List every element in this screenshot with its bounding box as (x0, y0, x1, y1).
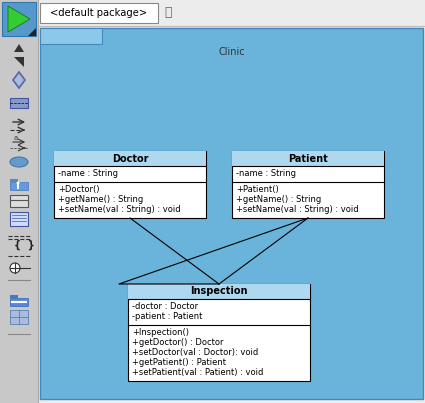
Polygon shape (8, 6, 30, 32)
Bar (54, 151, 206, 166)
Text: -doctor : Doctor: -doctor : Doctor (132, 302, 198, 311)
Polygon shape (14, 57, 24, 67)
Text: a: a (14, 135, 18, 141)
Text: Inspection: Inspection (190, 287, 248, 297)
Bar (10, 182, 28, 190)
Text: -name : String: -name : String (236, 169, 296, 178)
Text: ⌕: ⌕ (164, 6, 172, 19)
Bar (128, 284, 310, 299)
Bar (2, 2, 36, 36)
Circle shape (17, 181, 20, 185)
Text: +getName() : String: +getName() : String (58, 195, 143, 204)
Bar (232, 151, 384, 218)
Bar (128, 284, 310, 381)
Polygon shape (14, 44, 24, 52)
Bar (10, 195, 28, 207)
Text: +getName() : String: +getName() : String (236, 195, 321, 204)
Bar (54, 151, 206, 218)
Text: +setName(val : String) : void: +setName(val : String) : void (236, 205, 359, 214)
Bar (10, 212, 28, 226)
Bar (0, 0, 38, 403)
Text: Clinic: Clinic (218, 47, 245, 57)
Ellipse shape (10, 157, 28, 167)
Text: +getDoctor() : Doctor: +getDoctor() : Doctor (132, 338, 224, 347)
Text: {  }: { } (14, 240, 35, 250)
Text: +Patient(): +Patient() (236, 185, 279, 194)
Text: +setName(val : String) : void: +setName(val : String) : void (58, 205, 181, 214)
Text: +Doctor(): +Doctor() (58, 185, 99, 194)
Text: +setDoctor(val : Doctor): void: +setDoctor(val : Doctor): void (132, 348, 258, 357)
Bar (10, 295, 18, 298)
Polygon shape (28, 28, 36, 36)
Polygon shape (13, 72, 25, 88)
Text: -patient : Patient: -patient : Patient (132, 312, 202, 321)
Text: Doctor: Doctor (112, 154, 148, 164)
Bar (10, 298, 28, 306)
Text: Patient: Patient (288, 154, 328, 164)
Bar (10, 310, 28, 324)
Text: -name : String: -name : String (58, 169, 118, 178)
Bar (38, 0, 425, 26)
Bar (10, 179, 18, 182)
Bar (10, 98, 28, 108)
Bar (40, 28, 102, 44)
Bar (40, 3, 158, 23)
Bar (232, 151, 384, 166)
Text: +Inspection(): +Inspection() (132, 328, 189, 337)
Circle shape (10, 263, 20, 273)
Text: <default package>: <default package> (51, 8, 147, 18)
Text: +setPatient(val : Patient) : void: +setPatient(val : Patient) : void (132, 368, 264, 377)
Text: +getPatient() : Patient: +getPatient() : Patient (132, 358, 226, 367)
